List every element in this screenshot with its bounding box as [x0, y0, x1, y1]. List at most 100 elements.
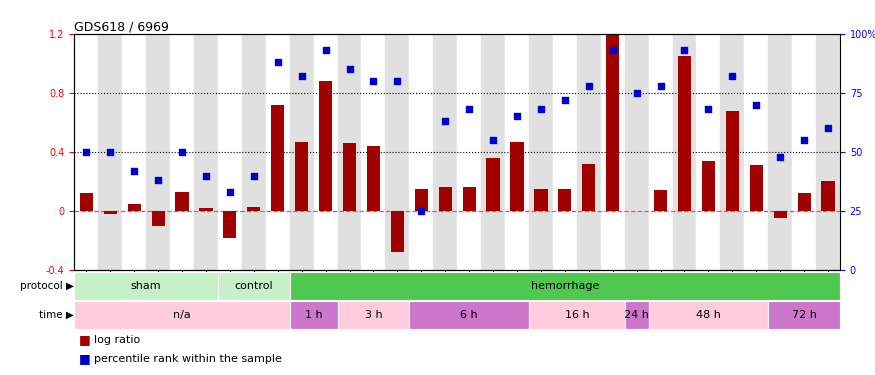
Bar — [577, 34, 601, 270]
Bar — [673, 34, 696, 270]
Point — [342, 66, 356, 72]
Bar — [343, 143, 356, 211]
Bar — [487, 158, 500, 211]
Point — [606, 47, 620, 53]
Bar — [529, 34, 553, 270]
Bar — [128, 204, 141, 211]
Bar — [266, 34, 290, 270]
Bar — [481, 34, 505, 270]
Bar — [822, 182, 835, 211]
Text: ■: ■ — [79, 352, 90, 365]
Point — [630, 90, 644, 96]
Point — [247, 172, 261, 178]
Text: 72 h: 72 h — [792, 310, 816, 320]
Point — [270, 59, 284, 65]
Bar — [505, 34, 529, 270]
Bar — [74, 272, 218, 300]
Text: 3 h: 3 h — [365, 310, 382, 320]
Bar — [223, 211, 236, 237]
Bar — [601, 34, 625, 270]
Bar — [433, 34, 458, 270]
Text: 48 h: 48 h — [696, 310, 721, 320]
Bar — [558, 189, 571, 211]
Bar — [248, 207, 261, 211]
Point — [438, 118, 452, 124]
Point — [487, 137, 500, 143]
Bar — [648, 301, 768, 329]
Bar — [774, 211, 787, 218]
Bar — [146, 34, 170, 270]
Bar — [648, 34, 673, 270]
Text: log ratio: log ratio — [94, 335, 140, 345]
Bar — [702, 161, 715, 211]
Point — [367, 78, 381, 84]
Point — [821, 125, 835, 131]
Bar — [338, 34, 361, 270]
Bar — [510, 141, 523, 211]
Text: protocol ▶: protocol ▶ — [19, 280, 74, 291]
Bar — [338, 301, 410, 329]
Bar — [98, 34, 123, 270]
Text: percentile rank within the sample: percentile rank within the sample — [94, 354, 282, 363]
Bar — [768, 34, 792, 270]
Bar — [438, 188, 452, 211]
Bar — [553, 34, 577, 270]
Point — [223, 189, 237, 195]
Bar — [200, 208, 213, 211]
Text: time ▶: time ▶ — [38, 310, 74, 320]
Point — [797, 137, 811, 143]
Bar — [367, 146, 380, 211]
Bar — [816, 34, 840, 270]
Bar — [582, 164, 595, 211]
Bar — [74, 34, 98, 270]
Point — [582, 83, 596, 89]
Bar — [242, 34, 266, 270]
Bar — [458, 34, 481, 270]
Bar — [678, 56, 691, 211]
Bar — [625, 34, 648, 270]
Bar — [313, 34, 338, 270]
Point — [175, 149, 189, 155]
Point — [702, 106, 716, 112]
Text: 1 h: 1 h — [304, 310, 323, 320]
Point — [677, 47, 691, 53]
Bar — [797, 193, 811, 211]
Bar — [696, 34, 720, 270]
Point — [462, 106, 476, 112]
Bar — [415, 189, 428, 211]
Text: hemorrhage: hemorrhage — [530, 280, 599, 291]
Bar — [218, 272, 290, 300]
Point — [510, 113, 524, 119]
Text: sham: sham — [131, 280, 162, 291]
Bar — [74, 301, 290, 329]
Point — [127, 168, 141, 174]
Bar — [750, 165, 763, 211]
Bar — [80, 193, 93, 211]
Point — [318, 47, 332, 53]
Point — [80, 149, 94, 155]
Bar — [535, 189, 548, 211]
Point — [534, 106, 548, 112]
Point — [414, 208, 428, 214]
Bar — [194, 34, 218, 270]
Text: n/a: n/a — [173, 310, 191, 320]
Bar — [176, 192, 189, 211]
Text: 24 h: 24 h — [624, 310, 649, 320]
Point — [774, 154, 788, 160]
Bar — [625, 301, 648, 329]
Bar — [290, 34, 313, 270]
Bar — [170, 34, 194, 270]
Text: control: control — [234, 280, 273, 291]
Bar — [123, 34, 146, 270]
Point — [151, 177, 165, 183]
Bar — [745, 34, 768, 270]
Bar — [103, 211, 117, 214]
Bar — [295, 141, 308, 211]
Point — [295, 73, 309, 79]
Bar — [654, 190, 667, 211]
Point — [654, 83, 668, 89]
Point — [103, 149, 117, 155]
Bar — [410, 34, 433, 270]
Point — [199, 172, 213, 178]
Bar — [768, 301, 840, 329]
